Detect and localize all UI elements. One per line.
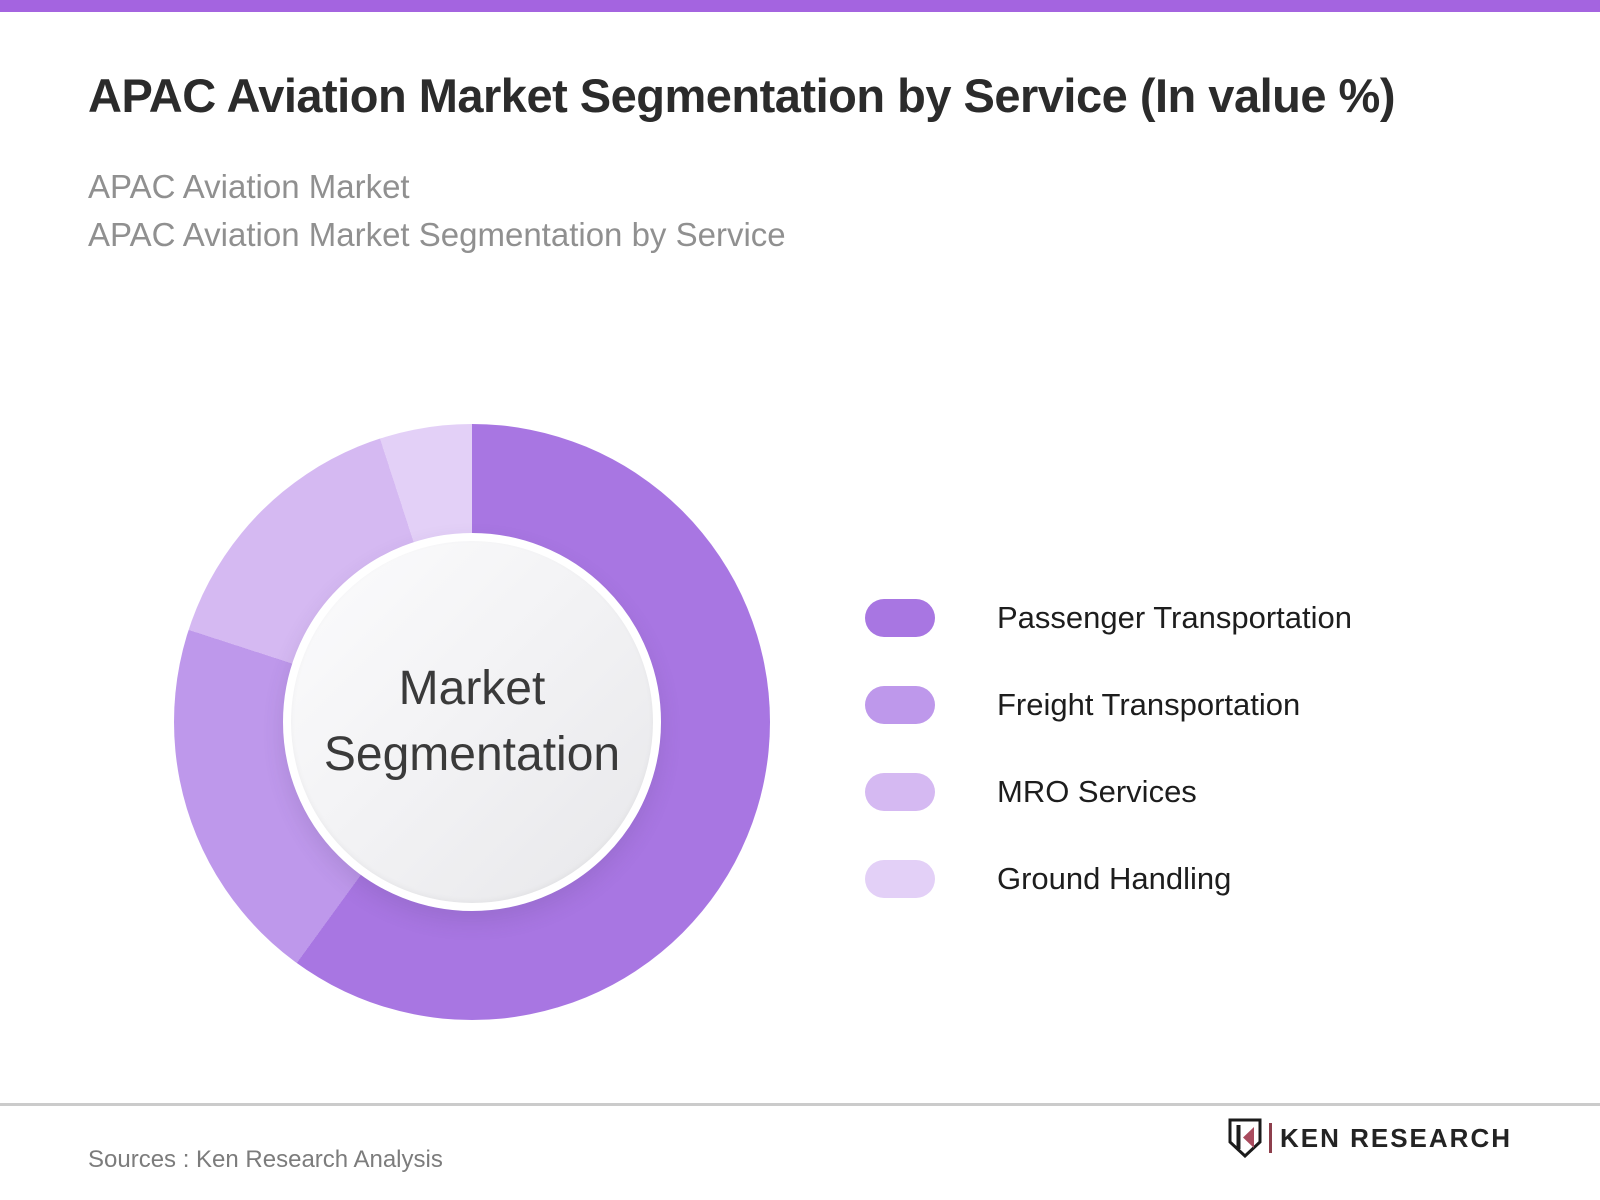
legend-label: MRO Services	[997, 774, 1197, 809]
subtitle-line-2: APAC Aviation Market Segmentation by Ser…	[88, 216, 786, 253]
page-title: APAC Aviation Market Segmentation by Ser…	[88, 69, 1395, 122]
ken-research-logo: KEN RESEARCH	[1227, 1118, 1512, 1158]
top-accent-bar	[0, 0, 1600, 12]
center-label-line-2: Segmentation	[323, 728, 621, 781]
chart-legend: Passenger Transportation Freight Transpo…	[865, 599, 1352, 947]
legend-label: Freight Transportation	[997, 687, 1301, 722]
subtitle-line-1: APAC Aviation Market	[88, 168, 410, 205]
logo-text: KEN RESEARCH	[1279, 1122, 1512, 1153]
sources-text: Sources : Ken Research Analysis	[88, 1146, 443, 1173]
legend-label: Ground Handling	[997, 861, 1232, 896]
legend-swatch-freight	[865, 686, 935, 724]
donut-chart: Market Segmentation	[174, 424, 770, 1020]
donut-center: Market Segmentation	[283, 533, 661, 911]
logo-divider	[1268, 1123, 1272, 1153]
ken-research-shield-icon	[1228, 1118, 1262, 1158]
legend-swatch-ground	[865, 860, 935, 898]
legend-item-ground-handling: Ground Handling	[865, 860, 1352, 898]
center-label-line-1: Market	[398, 662, 546, 715]
legend-swatch-passenger	[865, 599, 935, 637]
legend-item-mro-services: MRO Services	[865, 773, 1352, 811]
legend-swatch-mro	[865, 773, 935, 811]
legend-item-passenger-transportation: Passenger Transportation	[865, 599, 1352, 637]
legend-item-freight-transportation: Freight Transportation	[865, 686, 1352, 724]
legend-label: Passenger Transportation	[997, 600, 1352, 635]
footer-divider	[0, 1103, 1600, 1106]
